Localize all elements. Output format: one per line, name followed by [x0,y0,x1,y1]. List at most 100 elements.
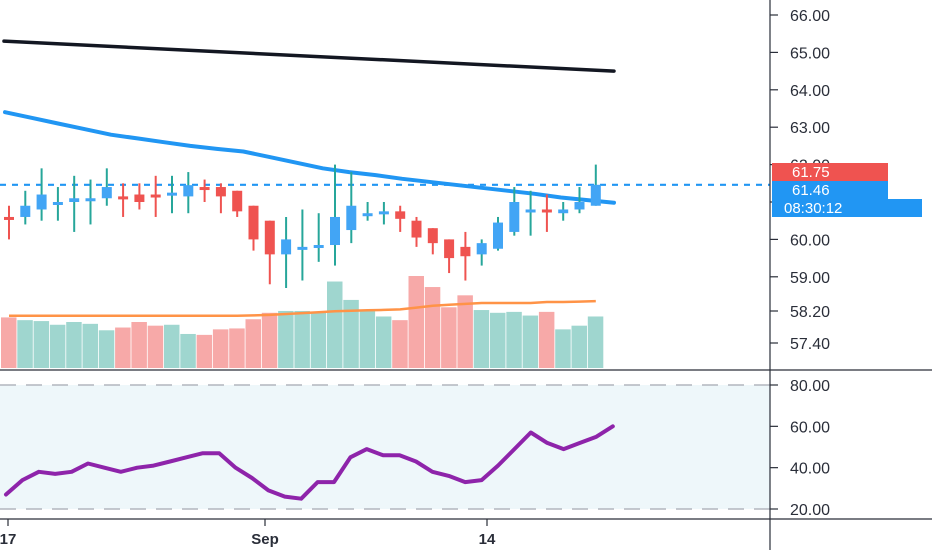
candle[interactable] [134,183,145,210]
price-tick-label: 65.00 [790,45,830,62]
candle[interactable] [20,190,31,225]
candle[interactable] [411,216,422,247]
candle[interactable] [476,239,487,266]
volume-bar[interactable] [375,316,392,368]
candle-body [52,202,63,205]
candle-body [20,205,31,217]
candle-body [460,246,471,257]
volume-bar[interactable] [457,295,473,368]
volume-bar[interactable] [522,315,539,368]
candle[interactable] [183,172,194,214]
candle[interactable] [444,239,455,274]
volume-bar[interactable] [164,324,180,368]
volume-bar[interactable] [490,312,506,368]
volume-bar[interactable] [17,320,33,368]
candle-body [590,184,601,206]
candle[interactable] [232,190,243,217]
volume-bar[interactable] [33,321,50,368]
volume-bar[interactable] [408,276,425,368]
volume-bar[interactable] [98,330,115,368]
candle[interactable] [118,183,129,217]
candle-body [378,211,389,215]
countdown-tag-text: 08:30:12 [784,200,842,217]
price-axis[interactable]: 66.0065.0064.0063.0062.0061.0060.0059.00… [770,8,830,519]
volume-bar[interactable] [310,312,327,368]
volume-bar[interactable] [278,310,294,368]
candle[interactable] [264,220,275,285]
volume-bar[interactable] [49,324,66,368]
volume-bar[interactable] [587,316,604,368]
volume-bar[interactable] [327,281,343,368]
candle[interactable] [215,183,226,214]
candle[interactable] [4,205,14,240]
rsi-tick-label: 40.00 [790,461,830,478]
time-axis[interactable]: 17 Sep 14 [0,519,496,548]
candle[interactable] [150,175,161,217]
volume-bar[interactable] [229,328,245,368]
volume-bar[interactable] [66,322,82,368]
volume-bar[interactable] [538,311,555,368]
candle[interactable] [460,231,471,281]
price-tick-label: 60.00 [790,232,830,249]
price-pane[interactable] [0,39,770,289]
volume-bar[interactable] [147,325,164,368]
candle[interactable] [248,205,259,251]
price-tick-label: 63.00 [790,120,830,137]
volume-bar[interactable] [343,299,359,368]
volume-bar[interactable] [571,325,588,368]
volume-bar[interactable] [212,329,229,368]
candle[interactable] [509,187,520,236]
volume-bar[interactable] [294,310,310,368]
candle[interactable] [574,187,585,214]
volume-bar[interactable] [245,319,262,368]
candle[interactable] [297,209,308,281]
candle[interactable] [69,175,80,232]
volume-bar[interactable] [473,310,490,368]
volume-bar[interactable] [261,312,278,368]
candle-body [4,216,14,220]
volume-bar[interactable] [506,311,522,368]
volume-bar[interactable] [441,307,457,368]
volume-bar[interactable] [82,323,99,368]
price-tick-label: 64.00 [790,83,830,100]
candle[interactable] [281,216,292,289]
candle-body [411,220,422,238]
volume-bar[interactable] [555,329,571,368]
volume-bar[interactable] [180,333,196,368]
volume-bar[interactable] [424,287,441,368]
candle[interactable] [199,179,210,202]
candle[interactable] [541,194,552,232]
volume-bar[interactable] [115,327,131,368]
candle[interactable] [36,168,47,221]
candle[interactable] [395,205,406,232]
price-tick-label: 59.00 [790,270,830,287]
volume-bar[interactable] [1,317,17,368]
candle[interactable] [558,202,569,221]
volume-bar[interactable] [392,320,408,368]
candle[interactable] [167,175,177,214]
candle[interactable] [362,202,373,221]
candle-body [427,228,438,244]
candle[interactable] [101,168,112,206]
price-tick-label: 66.00 [790,8,830,25]
candle[interactable] [427,228,438,255]
candle[interactable] [590,164,601,206]
volume-bar[interactable] [196,334,213,368]
candle[interactable] [330,164,340,266]
candle-body [85,198,96,202]
candle[interactable] [52,187,63,221]
candle[interactable] [525,190,536,236]
rsi-tick-label: 20.00 [790,502,830,519]
candle[interactable] [313,213,324,262]
candle[interactable] [346,172,357,244]
candle[interactable] [493,216,503,251]
volume-bar[interactable] [131,322,147,368]
candle-body [444,239,455,259]
volume-pane[interactable] [1,276,604,368]
rsi-pane[interactable] [0,384,770,510]
candle[interactable] [378,202,389,225]
volume-bar[interactable] [359,310,376,368]
candle[interactable] [85,179,96,225]
